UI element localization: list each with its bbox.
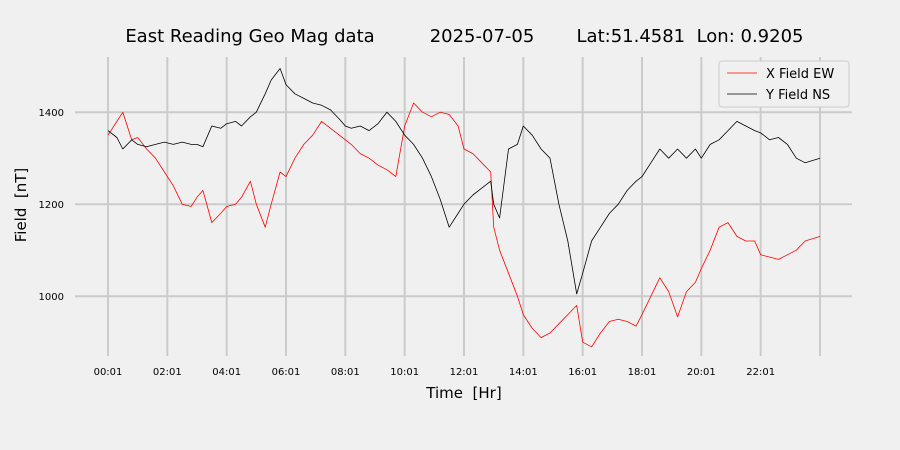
x-tick-label: 06:01 <box>272 367 301 378</box>
legend-label-x-field: X Field EW <box>766 67 834 82</box>
x-axis-label: Time [Hr] <box>425 384 501 402</box>
tick-layer: 00:01 02:01 04:01 06:01 08:01 10:01 12:01 14:01… <box>39 108 776 378</box>
x-tick-label: 12:01 <box>450 367 479 378</box>
x-tick-label: 16:01 <box>568 367 597 378</box>
x-tick-label: 02:01 <box>153 367 182 378</box>
x-tick-label: 22:01 <box>746 367 775 378</box>
y-axis-label: Field [nT] <box>12 168 30 243</box>
series-line-x-field-ew <box>107 102 821 348</box>
chart-title: East Reading Geo Mag data <box>125 26 374 47</box>
legend-box <box>718 60 850 108</box>
series-layer <box>107 68 821 348</box>
x-tick-label: 10:01 <box>390 367 419 378</box>
y-tick-label: 1400 <box>39 108 64 119</box>
y-tick-label: 1000 <box>39 292 64 303</box>
series-line-y-field-ns <box>107 68 821 295</box>
chart-location: Lat:51.4581 Lon: 0.9205 <box>577 26 804 47</box>
x-tick-label: 04:01 <box>212 367 241 378</box>
x-tick-label: 20:01 <box>687 367 716 378</box>
x-tick-label: 08:01 <box>331 367 360 378</box>
y-tick-label: 1200 <box>39 200 64 211</box>
legend-label-y-field: Y Field NS <box>765 88 830 103</box>
chart-date: 2025-07-05 <box>430 26 535 47</box>
x-tick-label: 00:01 <box>94 367 123 378</box>
x-tick-label: 18:01 <box>628 367 657 378</box>
legend: X Field EW Y Field NS <box>718 60 850 108</box>
x-tick-label: 14:01 <box>509 367 538 378</box>
